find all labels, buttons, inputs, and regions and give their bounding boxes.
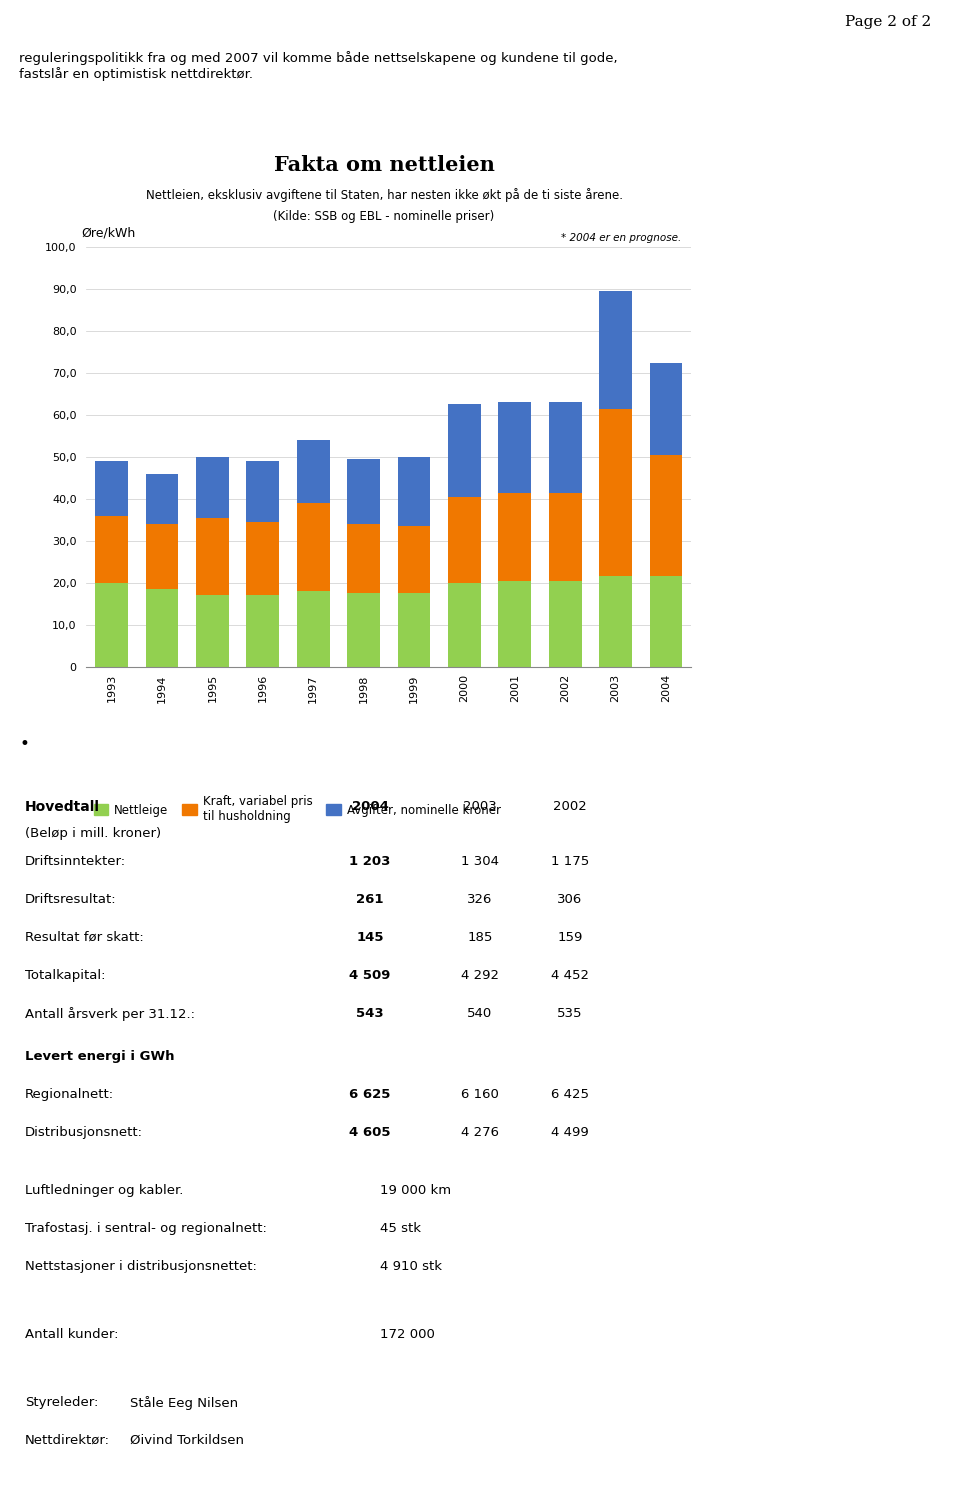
- Bar: [196, 518, 228, 595]
- Text: reguleringspolitikk fra og med 2007 vil komme både nettselskapene og kundene til: reguleringspolitikk fra og med 2007 vil …: [19, 51, 618, 64]
- Text: 2002: 2002: [553, 800, 587, 813]
- Text: 4 452: 4 452: [551, 969, 589, 983]
- Text: Distribusjonsnett:: Distribusjonsnett:: [25, 1126, 143, 1138]
- Legend: Nettleige, Kraft, variabel pris
til husholdning, Avgifter, nominelle kroner: Nettleige, Kraft, variabel pris til hush…: [89, 789, 505, 827]
- Bar: [448, 497, 481, 583]
- Text: 1 175: 1 175: [551, 855, 589, 867]
- Text: Page 2 of 2: Page 2 of 2: [845, 15, 931, 28]
- Bar: [146, 589, 179, 667]
- Text: 4 292: 4 292: [461, 969, 499, 983]
- Text: 261: 261: [356, 893, 384, 906]
- Bar: [247, 595, 279, 667]
- Text: 2003: 2003: [463, 800, 497, 813]
- Bar: [297, 440, 329, 503]
- Bar: [397, 593, 430, 667]
- Bar: [95, 515, 128, 583]
- Text: 6 625: 6 625: [349, 1088, 391, 1101]
- Bar: [297, 503, 329, 592]
- Text: Antall årsverk per 31.12.:: Antall årsverk per 31.12.:: [25, 1007, 195, 1022]
- Text: Nettleien, eksklusiv avgiftene til Staten, har nesten ikke økt på de ti siste år: Nettleien, eksklusiv avgiftene til State…: [146, 189, 622, 202]
- Text: 45 stk: 45 stk: [380, 1222, 421, 1234]
- Text: 19 000 km: 19 000 km: [380, 1183, 451, 1197]
- Bar: [196, 457, 228, 518]
- Bar: [599, 291, 632, 409]
- Bar: [397, 526, 430, 593]
- Text: Driftsresultat:: Driftsresultat:: [25, 893, 116, 906]
- Text: Hovedtall: Hovedtall: [25, 800, 100, 813]
- Text: (Kilde: SSB og EBL - nominelle priser): (Kilde: SSB og EBL - nominelle priser): [274, 210, 494, 223]
- Text: •: •: [19, 736, 29, 753]
- Bar: [549, 581, 582, 667]
- Text: Fakta om nettleien: Fakta om nettleien: [274, 156, 494, 175]
- Text: 4 499: 4 499: [551, 1126, 588, 1138]
- Bar: [650, 577, 683, 667]
- Text: 535: 535: [557, 1007, 583, 1020]
- Text: Levert energi i GWh: Levert energi i GWh: [25, 1050, 175, 1064]
- Bar: [196, 595, 228, 667]
- Text: 145: 145: [356, 930, 384, 944]
- Text: 4 605: 4 605: [349, 1126, 391, 1138]
- Bar: [297, 592, 329, 667]
- Bar: [397, 457, 430, 526]
- Bar: [146, 473, 179, 524]
- Text: * 2004 er en prognose.: * 2004 er en prognose.: [562, 232, 682, 243]
- Text: 543: 543: [356, 1007, 384, 1020]
- Text: Øre/kWh: Øre/kWh: [82, 226, 136, 240]
- Text: Nettstasjoner i distribusjonsnettet:: Nettstasjoner i distribusjonsnettet:: [25, 1260, 257, 1273]
- Text: 306: 306: [558, 893, 583, 906]
- Bar: [348, 593, 380, 667]
- Bar: [599, 409, 632, 577]
- Text: 6 160: 6 160: [461, 1088, 499, 1101]
- Text: 2004: 2004: [351, 800, 389, 813]
- Bar: [348, 458, 380, 524]
- Text: Regionalnett:: Regionalnett:: [25, 1088, 114, 1101]
- Bar: [247, 521, 279, 595]
- Bar: [498, 493, 531, 581]
- Text: Nettdirektør:: Nettdirektør:: [25, 1434, 110, 1447]
- Text: Antall kunder:: Antall kunder:: [25, 1329, 118, 1341]
- Text: 540: 540: [468, 1007, 492, 1020]
- Bar: [95, 583, 128, 667]
- Text: 185: 185: [468, 930, 492, 944]
- Text: 172 000: 172 000: [380, 1329, 435, 1341]
- Bar: [247, 461, 279, 521]
- Text: 1 203: 1 203: [349, 855, 391, 867]
- Text: Ståle Eeg Nilsen: Ståle Eeg Nilsen: [130, 1396, 238, 1410]
- Bar: [348, 524, 380, 593]
- Text: Totalkapital:: Totalkapital:: [25, 969, 106, 983]
- Bar: [650, 455, 683, 577]
- Bar: [498, 581, 531, 667]
- Text: Driftsinntekter:: Driftsinntekter:: [25, 855, 126, 867]
- Bar: [650, 363, 683, 455]
- Bar: [448, 404, 481, 497]
- Text: 6 425: 6 425: [551, 1088, 589, 1101]
- Text: Øivind Torkildsen: Øivind Torkildsen: [130, 1434, 244, 1447]
- Text: 4 276: 4 276: [461, 1126, 499, 1138]
- Text: (Beløp i mill. kroner): (Beløp i mill. kroner): [25, 827, 161, 840]
- Text: Luftledninger og kabler.: Luftledninger og kabler.: [25, 1183, 183, 1197]
- Bar: [95, 461, 128, 515]
- Bar: [599, 577, 632, 667]
- Text: 1 304: 1 304: [461, 855, 499, 867]
- Text: fastslår en optimistisk nettdirektør.: fastslår en optimistisk nettdirektør.: [19, 67, 253, 81]
- Text: 159: 159: [558, 930, 583, 944]
- Text: 4 509: 4 509: [349, 969, 391, 983]
- Bar: [498, 403, 531, 493]
- Text: Styreleder:: Styreleder:: [25, 1396, 98, 1410]
- Bar: [549, 493, 582, 581]
- Bar: [549, 403, 582, 493]
- Text: 4 910 stk: 4 910 stk: [380, 1260, 442, 1273]
- Text: Trafostasj. i sentral- og regionalnett:: Trafostasj. i sentral- og regionalnett:: [25, 1222, 267, 1234]
- Bar: [146, 524, 179, 589]
- Text: Resultat før skatt:: Resultat før skatt:: [25, 930, 144, 944]
- Text: 326: 326: [468, 893, 492, 906]
- Bar: [448, 583, 481, 667]
